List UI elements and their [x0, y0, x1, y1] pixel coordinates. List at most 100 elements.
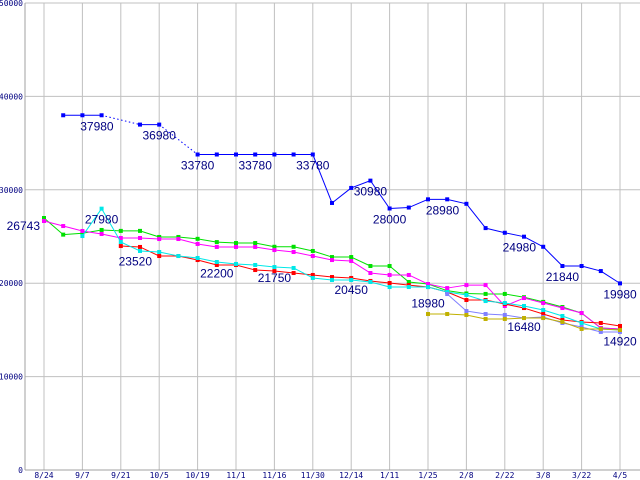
series-red [118, 244, 622, 328]
blue-data-point [157, 122, 162, 127]
red-line-segment [197, 259, 217, 266]
magenta-line-segment [178, 238, 198, 245]
red-line-segment [447, 291, 467, 301]
red-data-point [214, 262, 219, 267]
magenta-data-point [42, 218, 46, 223]
cyan-line-segment [293, 267, 314, 279]
blue-data-point [426, 197, 430, 202]
cyan-line-segment [120, 241, 141, 252]
green-line-segment [408, 281, 429, 285]
blue-line-segment [331, 187, 352, 204]
olive-data-point [579, 326, 584, 331]
blue-data-point [598, 269, 603, 274]
blue-data-point [522, 234, 526, 239]
green-data-point [118, 228, 123, 233]
olive-data-point [483, 316, 488, 321]
data-label: 27980 [85, 213, 119, 227]
data-label: 24980 [503, 241, 537, 255]
olive-line-segment [600, 328, 621, 331]
magenta-data-point [272, 248, 277, 253]
red-line-segment [235, 264, 256, 271]
cyan-line-segment [427, 286, 448, 293]
data-label: 21750 [258, 271, 292, 285]
blue-data-point [445, 197, 450, 202]
cyan-line-segment [543, 309, 563, 317]
magenta-data-point [579, 310, 584, 315]
blue-data-point [387, 206, 392, 211]
cyan-line-segment [485, 300, 505, 304]
red-data-point [253, 268, 258, 273]
cyan-data-point [176, 254, 181, 259]
magenta-data-point [541, 301, 546, 306]
red-line-segment [504, 303, 525, 309]
cyan-line-segment [255, 264, 275, 268]
cyan-line-segment [466, 294, 486, 302]
blue-data-point [368, 178, 373, 183]
magenta-data-point [483, 283, 488, 288]
cyan-line-segment [139, 250, 160, 253]
cyan-line-segment [504, 302, 525, 307]
blue-line-segment [158, 124, 198, 155]
data-label: 22200 [200, 267, 234, 281]
magenta-line-segment [408, 274, 429, 285]
lavender-data-point [598, 329, 603, 334]
green-data-point [42, 216, 46, 221]
magenta-line-segment [274, 249, 294, 253]
magenta-data-point [387, 272, 392, 277]
data-label: 19980 [603, 287, 637, 301]
blue-data-point [483, 226, 488, 231]
cyan-line-segment [101, 208, 122, 243]
data-label: 16480 [507, 320, 541, 334]
cyan-data-point [483, 299, 488, 304]
lavender-line-segment [581, 326, 601, 333]
magenta-line-segment [350, 260, 371, 274]
green-data-point [310, 248, 315, 253]
cyan-data-point [234, 261, 238, 266]
magenta-data-point [253, 244, 258, 249]
cyan-data-point [157, 250, 162, 255]
blue-data-point [541, 244, 546, 249]
red-data-point [387, 281, 392, 286]
magenta-data-point [522, 296, 526, 301]
lavender-line-segment [466, 310, 486, 315]
blue-data-point [349, 185, 354, 190]
series-olive [426, 312, 622, 332]
green-data-point [195, 236, 200, 241]
blue-line-segment [485, 227, 505, 234]
x-tick-label: 11/1 [226, 471, 245, 480]
green-line-segment [350, 256, 371, 267]
blue-line-segment [600, 270, 621, 284]
x-tick-label: 11/30 [301, 471, 325, 480]
magenta-data-point [330, 258, 334, 263]
green-data-point [157, 234, 162, 239]
blue-data-point [406, 205, 411, 210]
lavender-data-point [502, 312, 507, 317]
x-tick-label: 11/16 [262, 471, 286, 480]
magenta-data-point [118, 235, 123, 240]
blue-data-point [138, 122, 142, 127]
blue-data-point [560, 264, 565, 269]
red-line-segment [331, 276, 352, 279]
annotations: 37980 36980 33780 33780 33780 30980 28000 28980… [7, 119, 637, 348]
magenta-line-segment [197, 243, 217, 248]
red-data-point [349, 275, 354, 280]
blue-line-segment [351, 180, 371, 189]
y-tick-label: 0 [18, 466, 23, 475]
blue-line-segment [542, 246, 563, 267]
x-tick-label: 4/5 [613, 471, 628, 480]
olive-line-segment [543, 317, 563, 323]
data-label: 26743 [7, 219, 41, 233]
data-label: 28000 [373, 212, 407, 226]
cyan-line-segment [581, 322, 601, 330]
green-data-point [61, 232, 66, 237]
olive-data-point [522, 316, 526, 321]
cyan-line-segment [159, 251, 179, 257]
red-data-point [541, 312, 546, 317]
red-data-point [618, 323, 622, 328]
blue-line-segment [581, 265, 601, 272]
olive-data-point [560, 319, 565, 324]
blue-data-point [61, 113, 66, 118]
blue-data-point [502, 230, 507, 235]
green-line-segment [101, 229, 121, 232]
